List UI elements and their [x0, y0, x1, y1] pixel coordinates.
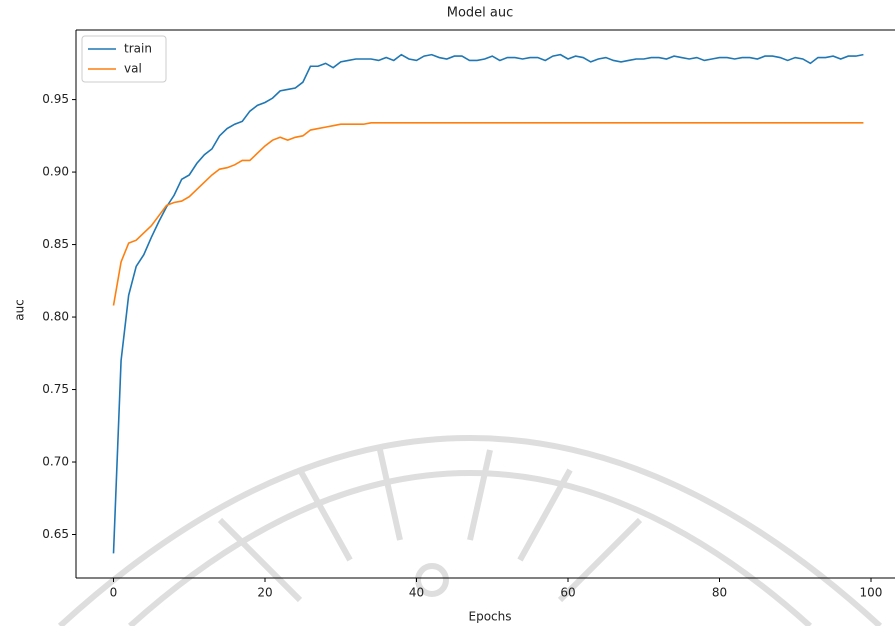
chart-title: Model auc — [447, 6, 514, 21]
plot-area — [114, 55, 864, 554]
line-val — [114, 123, 864, 306]
chart: Model auc Epochs auc 0 20 40 60 80 100 0.65 0.7… — [0, 0, 895, 626]
y-tick-label: 0.85 — [42, 237, 69, 251]
x-tick-label: 100 — [860, 586, 883, 600]
x-tick-label: 0 — [110, 586, 118, 600]
y-tick-label: 0.70 — [42, 455, 69, 469]
y-tick-label: 0.90 — [42, 165, 69, 179]
x-tick-label: 80 — [712, 586, 727, 600]
y-tick-label: 0.80 — [42, 310, 69, 324]
y-tick-label: 0.75 — [42, 382, 69, 396]
y-tick-label: 0.95 — [42, 92, 69, 106]
x-axis-label: Epochs — [469, 610, 512, 624]
watermark — [60, 438, 880, 626]
legend-label: train — [124, 42, 152, 56]
x-tick-label: 40 — [409, 586, 424, 600]
x-tick-label: 60 — [560, 586, 575, 600]
y-tick-label: 0.65 — [42, 527, 69, 541]
x-tick-label: 20 — [257, 586, 272, 600]
line-train — [114, 55, 864, 554]
legend-label: val — [124, 62, 142, 76]
y-axis-label: auc — [13, 299, 27, 321]
